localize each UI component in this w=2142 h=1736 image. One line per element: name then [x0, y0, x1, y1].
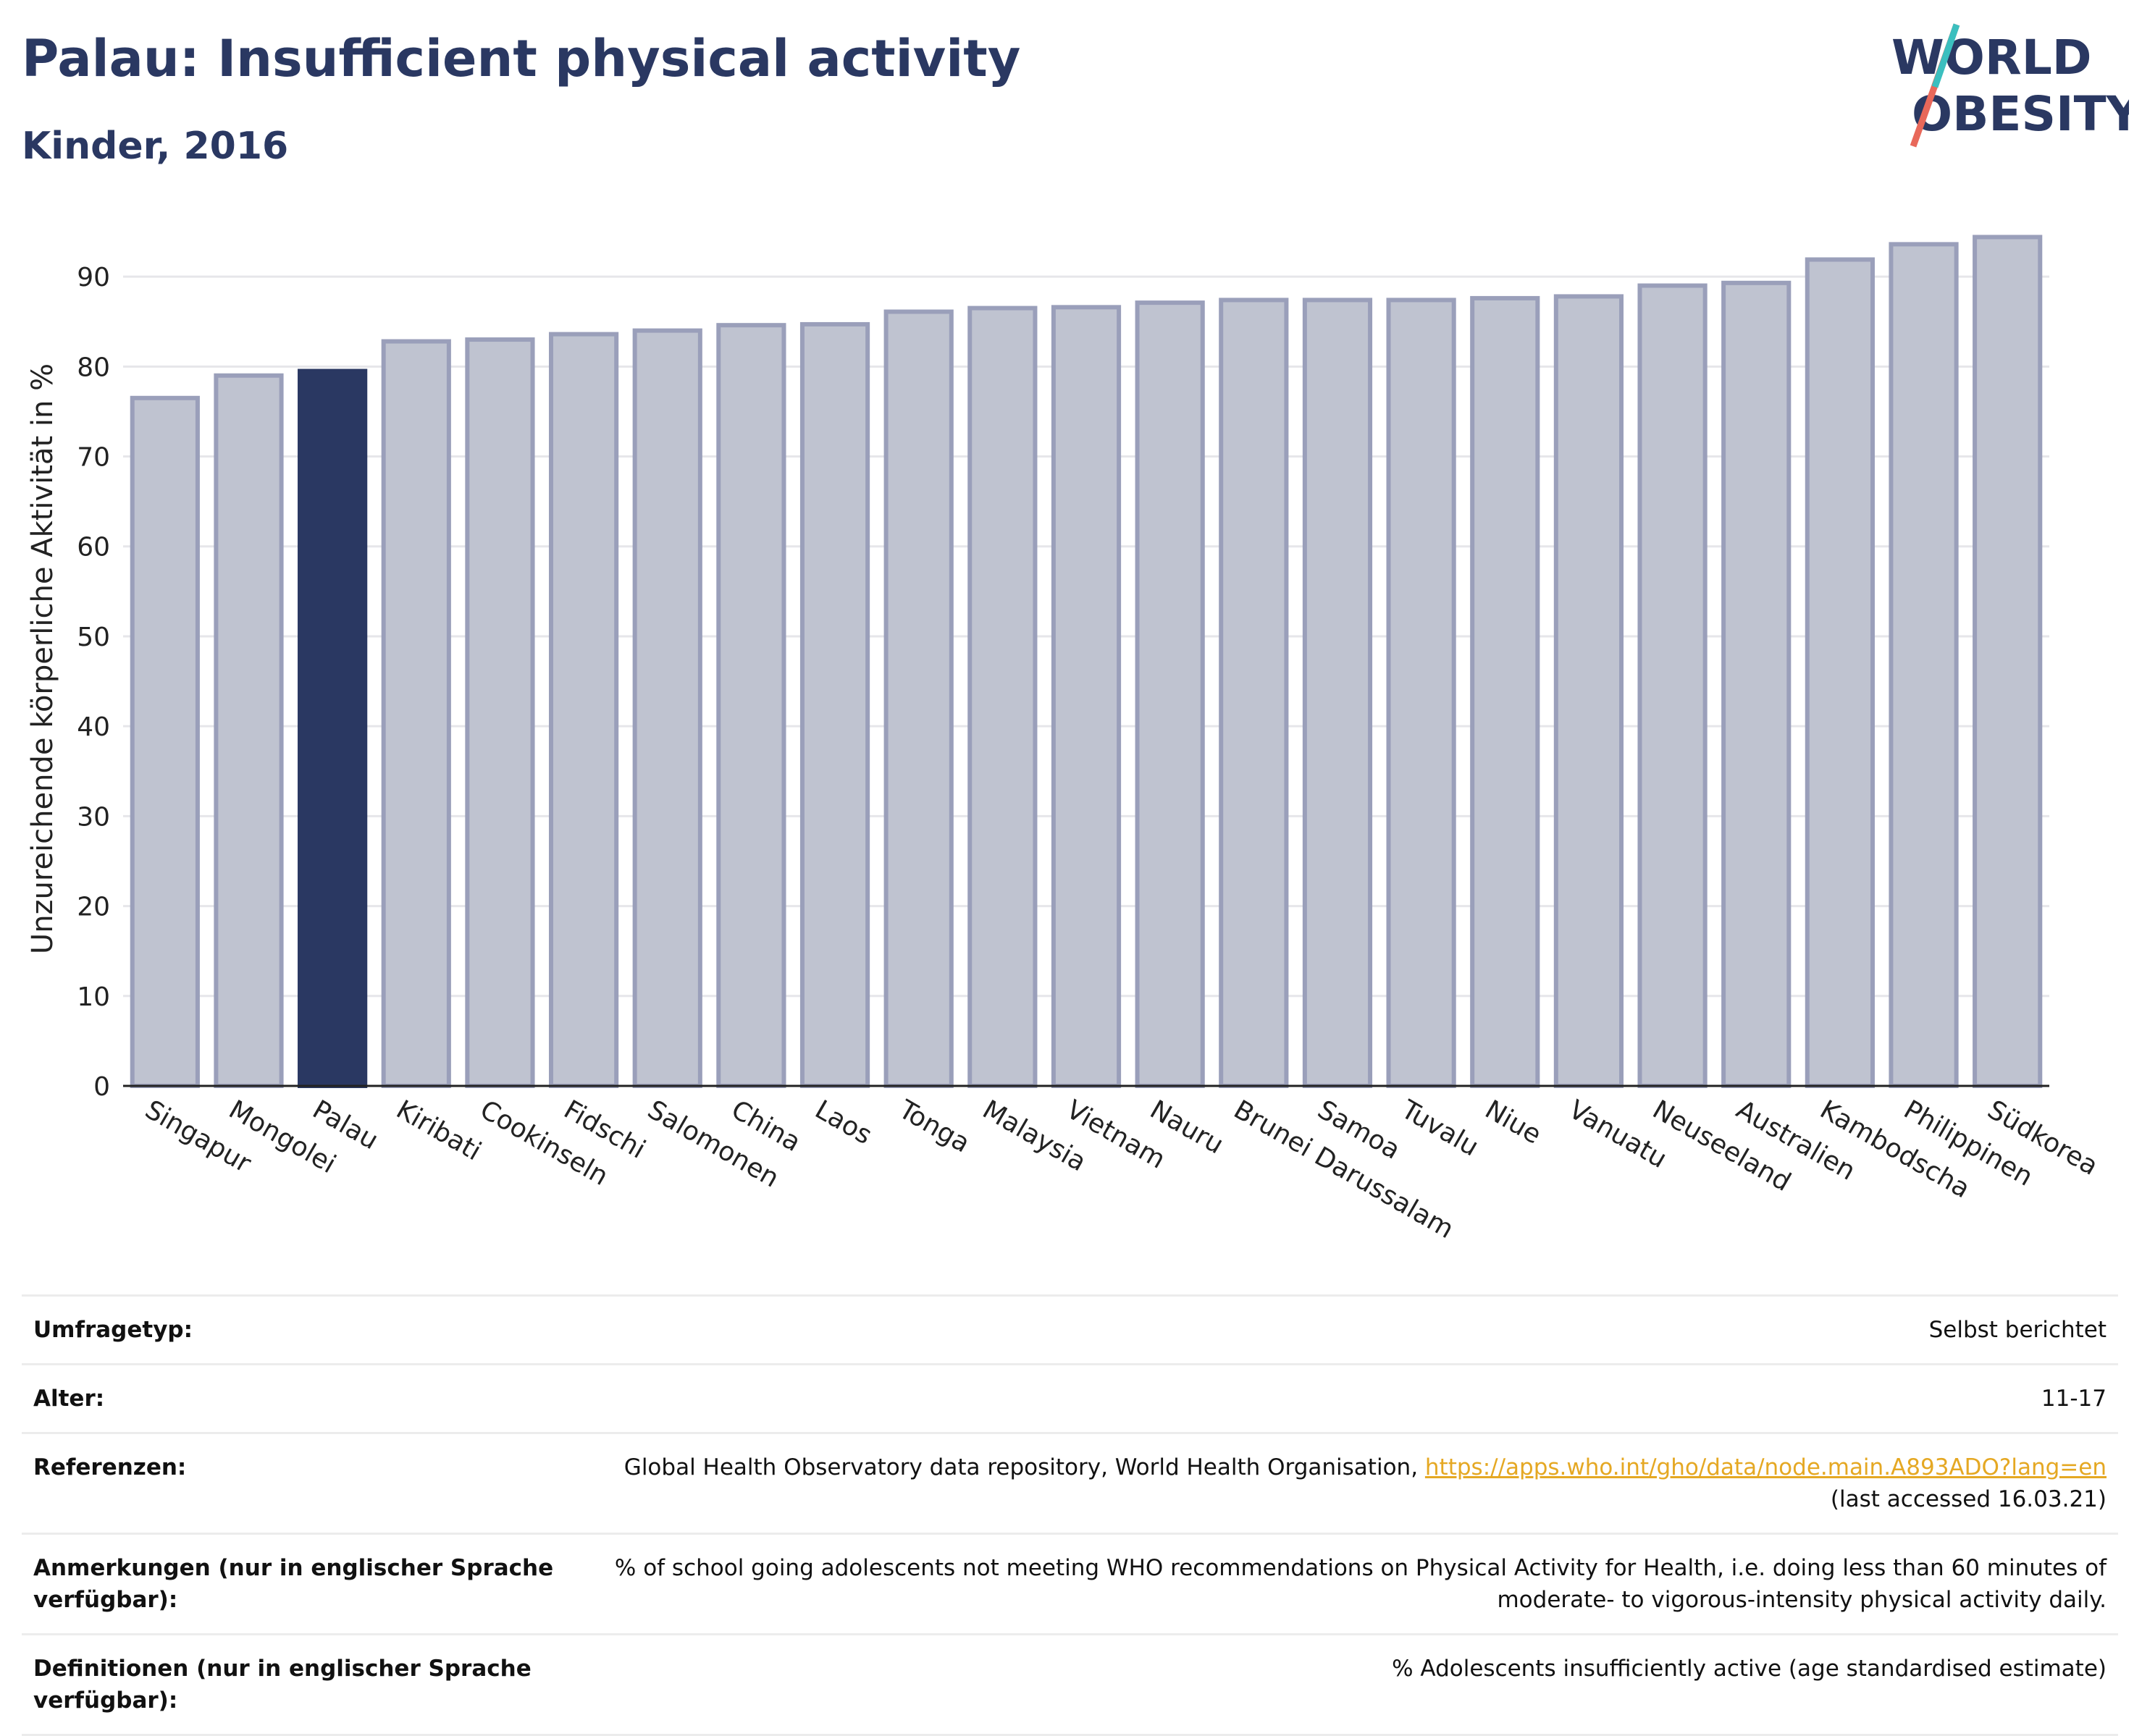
bar-vietnam	[1051, 305, 1122, 1089]
bar-cookinseln	[465, 337, 535, 1089]
info-label: Alter:	[33, 1386, 105, 1412]
y-tick-label: 90	[77, 263, 110, 292]
reference-accessed: (last accessed 16.03.21)	[1830, 1486, 2107, 1512]
bar-palau	[298, 368, 368, 1088]
bar-mongolei	[214, 373, 284, 1088]
logo-line1: WORLD	[1891, 30, 2092, 85]
info-label: Anmerkungen (nur in englischer Sprache v…	[33, 1555, 554, 1613]
info-row-references: Referenzen: Global Health Observatory da…	[22, 1434, 2118, 1535]
bar-südkorea	[1973, 235, 2043, 1088]
world-obesity-logo: WORLD OBESITY	[1891, 23, 2129, 148]
bar-australien	[1721, 280, 1792, 1088]
logo-line2: OBESITY	[1912, 86, 2129, 142]
y-tick-label: 50	[77, 623, 110, 652]
chart-title: Palau: Insufficient physical activity	[22, 29, 1021, 88]
info-row-age: Alter: 11-17	[22, 1365, 2118, 1434]
bar-kiribati	[381, 339, 451, 1088]
info-table: Umfragetyp: Selbst berichtet Alter: 11-1…	[22, 1294, 2118, 1736]
bar-samoa	[1302, 298, 1373, 1088]
y-tick-labels: 0 10 20 30 40 50 60 70 80 90	[77, 263, 110, 1102]
x-tick-label: Tonga	[893, 1095, 975, 1159]
bar-china	[716, 323, 786, 1088]
bar-laos	[799, 321, 870, 1088]
info-value: Selbst berichtet	[1928, 1317, 2107, 1343]
bar-brunei-darussalam	[1219, 298, 1289, 1088]
y-axis-label: Unzureichende körperliche Aktivität in %	[26, 363, 59, 954]
y-tick-label: 60	[77, 533, 110, 562]
y-tick-label: 70	[77, 443, 110, 473]
bar-niue	[1470, 295, 1540, 1089]
y-tick-label: 40	[77, 712, 110, 742]
info-row-notes: Anmerkungen (nur in englischer Sprache v…	[22, 1535, 2118, 1635]
y-tick-label: 80	[77, 353, 110, 382]
reference-link[interactable]: https://apps.who.int/gho/data/node.main.…	[1424, 1454, 2107, 1480]
chart-subtitle: Kinder, 2016	[22, 125, 289, 168]
bar-tuvalu	[1386, 298, 1456, 1088]
bar-nauru	[1135, 300, 1205, 1088]
bar-fidschi	[548, 332, 619, 1089]
info-row-definitions: Definitionen (nur in englischer Sprache …	[22, 1635, 2118, 1736]
reference-text: Global Health Observatory data repositor…	[623, 1454, 1425, 1480]
info-label: Referenzen:	[33, 1454, 187, 1480]
bar-malaysia	[967, 306, 1038, 1088]
info-label: Definitionen (nur in englischer Sprache …	[33, 1656, 532, 1714]
info-row-survey-type: Umfragetyp: Selbst berichtet	[22, 1297, 2118, 1365]
logo-slash-teal	[1931, 23, 1960, 88]
bar-vanuatu	[1553, 294, 1624, 1089]
bar-tonga	[883, 309, 954, 1088]
info-value: % of school going adolescents not meetin…	[614, 1555, 2107, 1613]
info-label: Umfragetyp:	[33, 1317, 193, 1343]
y-tick-label: 20	[77, 893, 110, 922]
x-tick-label: Tuvalu	[1395, 1095, 1483, 1163]
y-tick-label: 10	[77, 982, 110, 1012]
info-value: % Adolescents insufficiently active (age…	[1392, 1656, 2107, 1682]
bar-salomonen	[632, 328, 702, 1088]
bar-neuseeland	[1637, 283, 1708, 1088]
bar-chart: 0 10 20 30 40 50 60 70 80 90 SingapurMongoleiPala…	[26, 235, 2103, 1244]
y-tick-label: 30	[77, 802, 110, 832]
info-value: Global Health Observatory data repositor…	[555, 1451, 2107, 1515]
bar-philippinen	[1889, 242, 1959, 1088]
x-tick-label: Kiribati	[391, 1095, 486, 1166]
bars	[130, 235, 2043, 1089]
x-tick-label: Niue	[1480, 1095, 1546, 1150]
bar-kambodscha	[1805, 257, 1875, 1088]
bar-singapur	[130, 395, 200, 1088]
info-value: 11-17	[2041, 1386, 2107, 1412]
x-tick-label: Laos	[810, 1095, 877, 1150]
y-tick-label: 0	[93, 1072, 110, 1102]
